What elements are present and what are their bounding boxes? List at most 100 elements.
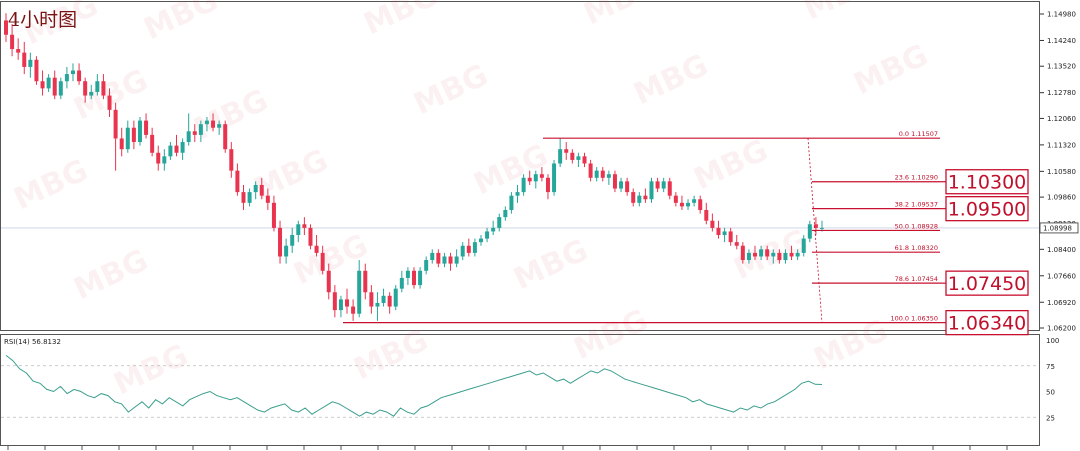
candle-body[interactable] [284, 245, 289, 257]
candle-body[interactable] [643, 195, 648, 200]
candle-body[interactable] [46, 77, 51, 89]
candle-body[interactable] [789, 252, 794, 257]
candle-body[interactable] [174, 145, 179, 153]
candle-body[interactable] [485, 231, 490, 239]
candle-body[interactable] [533, 174, 538, 182]
candle-body[interactable] [326, 270, 331, 293]
candle-body[interactable] [497, 217, 502, 228]
candle-body[interactable] [631, 192, 636, 203]
candle-body[interactable] [259, 184, 264, 196]
candle-body[interactable] [448, 256, 453, 264]
candle-body[interactable] [10, 34, 15, 50]
candle-body[interactable] [77, 70, 82, 82]
candle-body[interactable] [588, 163, 593, 178]
candle-body[interactable] [52, 77, 57, 96]
candles-layer[interactable] [4, 13, 824, 321]
candle-body[interactable] [338, 299, 343, 311]
candle-body[interactable] [204, 120, 209, 125]
candle-body[interactable] [113, 109, 118, 139]
candle-body[interactable] [125, 127, 130, 150]
candle-body[interactable] [759, 249, 764, 257]
candle-body[interactable] [558, 149, 563, 164]
candle-body[interactable] [661, 181, 666, 189]
candle-body[interactable] [314, 245, 319, 253]
candle-body[interactable] [345, 299, 350, 307]
candle-body[interactable] [70, 70, 75, 75]
candle-body[interactable] [679, 202, 684, 207]
candle-body[interactable] [119, 138, 124, 150]
candle-body[interactable] [728, 231, 733, 243]
candle-body[interactable] [192, 131, 197, 135]
candle-body[interactable] [746, 252, 751, 261]
candle-body[interactable] [454, 256, 459, 264]
candle-body[interactable] [460, 245, 465, 257]
candle-body[interactable] [436, 252, 441, 264]
candle-body[interactable] [570, 152, 575, 160]
candle-body[interactable] [807, 224, 812, 239]
candle-body[interactable] [594, 170, 599, 178]
candle-body[interactable] [83, 81, 88, 96]
candle-body[interactable] [399, 277, 404, 289]
candle-body[interactable] [515, 192, 520, 196]
candle-body[interactable] [363, 270, 368, 293]
candle-body[interactable] [545, 177, 550, 193]
candle-body[interactable] [686, 202, 691, 207]
candle-body[interactable] [229, 149, 234, 171]
candle-body[interactable] [582, 156, 587, 164]
candle-body[interactable] [783, 252, 788, 261]
candle-body[interactable] [198, 124, 203, 135]
candle-body[interactable] [223, 124, 228, 150]
candle-body[interactable] [710, 220, 715, 228]
candle-body[interactable] [162, 156, 167, 164]
candle-body[interactable] [418, 270, 423, 286]
candle-body[interactable] [442, 256, 447, 264]
candle-body[interactable] [576, 156, 581, 160]
candle-body[interactable] [137, 120, 142, 143]
candle-body[interactable] [491, 227, 496, 232]
candle-body[interactable] [241, 192, 246, 203]
candle-body[interactable] [692, 199, 697, 203]
candle-body[interactable] [698, 199, 703, 210]
candle-body[interactable] [412, 270, 416, 286]
candle-body[interactable] [521, 177, 526, 193]
candle-body[interactable] [740, 245, 745, 261]
candle-body[interactable] [89, 91, 94, 96]
candle-body[interactable] [606, 174, 611, 178]
candle-body[interactable] [527, 177, 532, 182]
candle-body[interactable] [387, 295, 392, 307]
candle-body[interactable] [564, 149, 569, 153]
candle-body[interactable] [801, 238, 806, 253]
candle-body[interactable] [734, 242, 739, 246]
candle-body[interactable] [131, 127, 136, 143]
candle-body[interactable] [381, 295, 386, 303]
candle-body[interactable] [625, 181, 630, 193]
candle-body[interactable] [308, 227, 313, 246]
candle-body[interactable] [637, 195, 642, 203]
candle-body[interactable] [271, 202, 276, 228]
candle-body[interactable] [777, 252, 782, 261]
candle-body[interactable] [302, 224, 307, 228]
candle-body[interactable] [430, 252, 435, 261]
candle-body[interactable] [253, 184, 258, 193]
candle-body[interactable] [424, 260, 429, 271]
candle-body[interactable] [217, 124, 222, 128]
candle-body[interactable] [509, 195, 514, 210]
candle-body[interactable] [673, 195, 678, 203]
candle-body[interactable] [296, 224, 301, 236]
candle-body[interactable] [466, 245, 471, 253]
candle-body[interactable] [375, 302, 380, 307]
candle-body[interactable] [369, 292, 374, 307]
candle-body[interactable] [667, 181, 672, 196]
candle-body[interactable] [771, 252, 776, 257]
candle-body[interactable] [211, 120, 216, 128]
candle-body[interactable] [357, 270, 362, 314]
candle-body[interactable] [247, 192, 252, 203]
candle-body[interactable] [765, 249, 770, 257]
candle-body[interactable] [156, 152, 161, 164]
candle-body[interactable] [704, 209, 709, 221]
candle-body[interactable] [58, 81, 63, 96]
candle-body[interactable] [600, 170, 605, 178]
candle-body[interactable] [649, 181, 654, 200]
candle-body[interactable] [278, 227, 283, 257]
candle-body[interactable] [180, 142, 185, 153]
